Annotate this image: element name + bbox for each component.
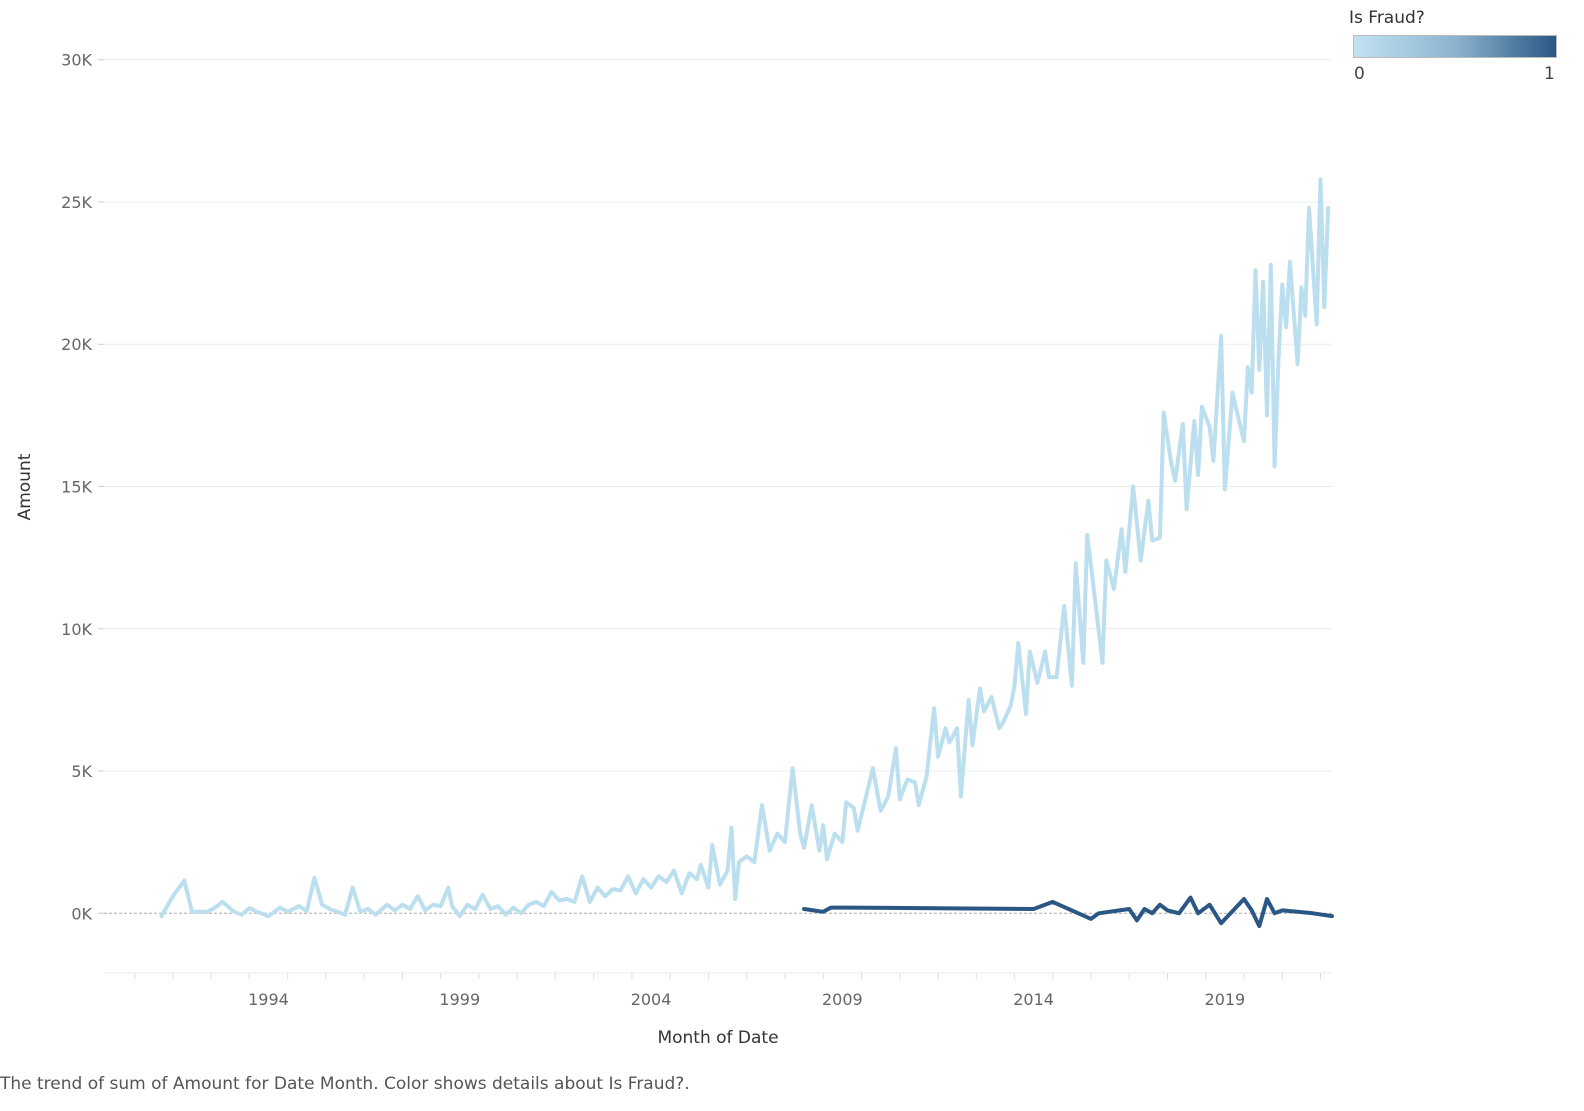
y-tick-label: 0K <box>71 904 92 923</box>
x-axis-title: Month of Date <box>657 1028 778 1048</box>
y-tick-label: 25K <box>61 193 92 212</box>
x-tick-label: 1999 <box>439 990 480 1009</box>
y-tick-label: 20K <box>61 335 92 354</box>
y-axis-title: Amount <box>15 453 35 520</box>
series-line-is-fraud-0 <box>159 177 1331 919</box>
x-tick-label: 2009 <box>822 990 863 1009</box>
x-tick-label: 2004 <box>631 990 672 1009</box>
legend-color-ramp <box>1353 35 1557 58</box>
x-axis-ticks: 1994 1999 2004 2009 2014 2019 <box>134 973 1322 1009</box>
legend-title: Is Fraud? <box>1349 8 1425 28</box>
series-line-is-fraud-1 <box>802 895 1334 929</box>
legend-max-label: 1 <box>1544 64 1555 84</box>
y-tick-label: 5K <box>71 762 92 781</box>
x-tick-label: 1994 <box>248 990 289 1009</box>
chart-caption: The trend of sum of Amount for Date Mont… <box>0 1074 690 1094</box>
series-lines <box>159 177 1334 929</box>
y-tick-label: 15K <box>61 478 92 497</box>
y-tick-label: 30K <box>61 51 92 70</box>
y-axis-ticks: 0K 5K 10K 15K 20K 25K 30K <box>61 51 104 923</box>
x-tick-label: 2014 <box>1013 990 1054 1009</box>
y-tick-label: 10K <box>61 620 92 639</box>
x-tick-label: 2019 <box>1205 990 1246 1009</box>
legend-min-label: 0 <box>1354 64 1365 84</box>
gridlines <box>104 59 1332 974</box>
